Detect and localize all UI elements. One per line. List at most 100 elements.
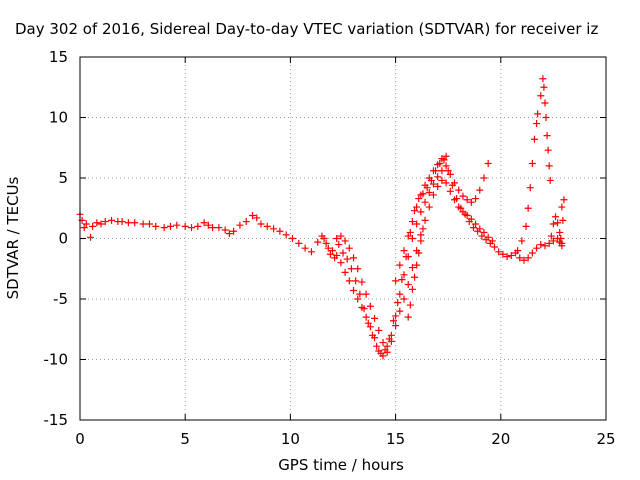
plot-frame <box>79 56 607 421</box>
data-point <box>215 224 223 232</box>
data-point <box>499 250 507 258</box>
data-point <box>366 323 374 331</box>
data-point <box>543 132 551 140</box>
data-point <box>438 167 446 175</box>
data-point <box>118 218 126 226</box>
data-point <box>434 161 442 169</box>
data-point <box>495 248 503 256</box>
data-point <box>406 228 414 236</box>
data-point <box>404 253 412 261</box>
data-point <box>322 239 330 247</box>
data-point <box>345 244 353 252</box>
data-point <box>320 235 328 242</box>
data-point <box>166 222 174 230</box>
data-point <box>87 233 95 241</box>
data-point <box>408 285 416 293</box>
data-point <box>257 220 265 228</box>
data-point <box>160 224 168 232</box>
data-point <box>188 224 196 232</box>
data-point <box>145 220 153 228</box>
data-point <box>484 233 492 241</box>
data-point <box>503 253 511 261</box>
data-point <box>362 313 370 321</box>
x-tick-label: 10 <box>281 430 300 448</box>
data-point <box>335 241 343 249</box>
data-point <box>520 256 528 264</box>
data-point <box>554 219 562 227</box>
data-point <box>476 225 484 233</box>
data-point <box>387 331 395 339</box>
data-point <box>463 212 471 220</box>
data-point <box>451 196 459 204</box>
data-point <box>356 290 364 298</box>
data-point <box>89 222 97 230</box>
data-point <box>230 227 238 235</box>
data-point <box>400 295 408 303</box>
data-point <box>358 303 366 311</box>
data-series <box>404 225 427 321</box>
data-point <box>341 237 349 245</box>
data-point <box>467 215 475 223</box>
data-series <box>537 75 554 184</box>
data-point <box>383 348 391 356</box>
data-point <box>547 232 555 240</box>
data-point <box>101 218 109 226</box>
data-point <box>557 235 565 242</box>
data-point <box>455 186 463 194</box>
data-point <box>417 231 425 239</box>
data-point <box>225 230 233 238</box>
data-point <box>152 222 160 230</box>
data-point <box>282 231 290 239</box>
data-point <box>446 170 454 178</box>
data-point <box>533 120 541 128</box>
data-point <box>541 242 549 250</box>
data-point <box>429 167 437 175</box>
data-point <box>379 339 387 347</box>
data-point <box>404 313 412 321</box>
data-point <box>533 244 541 252</box>
data-point <box>478 232 486 240</box>
data-point <box>194 222 202 230</box>
data-point <box>421 198 429 206</box>
data-point <box>341 268 349 276</box>
data-point <box>333 235 341 242</box>
data-point <box>417 191 425 199</box>
data-point <box>472 195 480 203</box>
data-point <box>249 212 257 220</box>
data-point <box>556 238 564 246</box>
data-point <box>537 92 545 100</box>
data-point <box>480 174 488 182</box>
data-point <box>253 214 261 222</box>
data-point <box>545 162 553 170</box>
data-point <box>429 191 437 199</box>
data-point <box>295 239 303 247</box>
data-points <box>76 75 568 360</box>
x-tick-label: 25 <box>596 430 615 448</box>
data-point <box>82 220 90 228</box>
data-point <box>544 146 552 154</box>
grid-lines <box>80 57 606 420</box>
y-tick-label: 0 <box>58 230 68 248</box>
data-point <box>472 220 480 228</box>
data-point <box>139 220 147 228</box>
data-point <box>541 99 549 107</box>
data-point <box>467 198 475 206</box>
data-point <box>421 181 429 189</box>
data-point <box>560 196 568 204</box>
data-point <box>396 290 404 298</box>
data-point <box>93 219 101 227</box>
y-tick-label: 10 <box>49 109 68 127</box>
data-point <box>442 162 450 170</box>
data-point <box>552 213 560 221</box>
data-point <box>417 208 425 216</box>
data-point <box>425 174 433 182</box>
data-point <box>354 295 362 303</box>
x-tick-label: 20 <box>491 430 510 448</box>
data-point <box>528 249 536 257</box>
data-point <box>204 221 212 229</box>
data-point <box>417 237 425 245</box>
data-point <box>459 208 467 216</box>
y-tick-label: 15 <box>49 48 68 66</box>
data-point <box>438 155 446 163</box>
